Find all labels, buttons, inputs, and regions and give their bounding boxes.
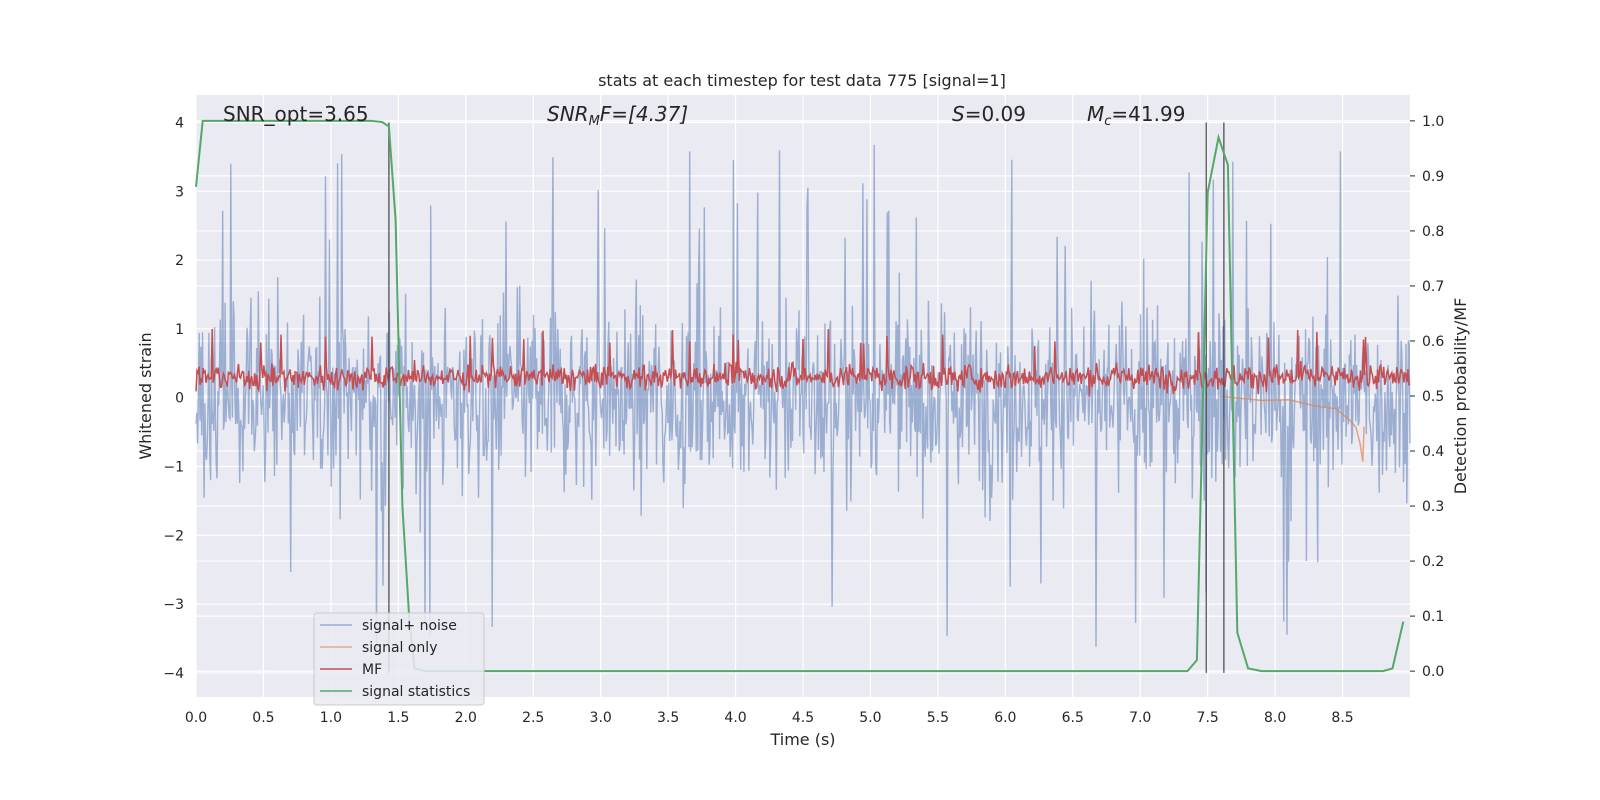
signal-only-line	[1221, 395, 1365, 462]
legend: signal+ noise signal only MF signal stat…	[313, 612, 485, 706]
legend-box	[313, 612, 485, 706]
x-tick-label: 7.5	[1197, 710, 1219, 726]
x-tick-label: 0.5	[252, 710, 274, 726]
x-tick-label: 5.5	[927, 710, 949, 726]
y2-tick-label: 0.3	[1422, 499, 1444, 515]
y2-tick-label: 0.4	[1422, 444, 1444, 460]
y-axis-label: Whitened strain	[136, 332, 155, 459]
x-axis-label: Time (s)	[769, 730, 835, 749]
x-tick-label: 0.0	[185, 710, 207, 726]
x-tick-label: 3.0	[590, 710, 612, 726]
x-tick-label: 2.0	[455, 710, 477, 726]
y-tick-label: −3	[163, 597, 184, 613]
y2-tick-label: 0.7	[1422, 279, 1444, 295]
y-tick-label: −4	[163, 666, 184, 682]
x-tick-label: 7.0	[1129, 710, 1151, 726]
mf-line	[195, 328, 1411, 397]
y2-tick-label: 1.0	[1422, 114, 1444, 130]
x-tick-label: 1.0	[320, 710, 342, 726]
legend-label-signal-only: signal only	[362, 640, 437, 656]
signal-statistics-series	[195, 119, 1405, 673]
snr-mf-annotation: SNRMF=[4.37]	[547, 102, 688, 129]
signal-statistics-line	[195, 119, 1405, 673]
signal-noise-series	[195, 144, 1411, 650]
x-tick-label: 8.5	[1331, 710, 1353, 726]
x-tick-labels: 0.0 0.5 1.0 1.5 2.0 2.5 3.0 3.5 4.0 4.5 5.0 5.5 6.0 6…	[185, 710, 1354, 726]
x-tick-label: 6.0	[994, 710, 1016, 726]
y2-tick-label: 0.8	[1422, 224, 1444, 240]
x-tick-label: 3.5	[657, 710, 679, 726]
x-tick-label: 1.5	[387, 710, 409, 726]
legend-label-signal-statistics: signal statistics	[362, 684, 470, 700]
snr-opt-annotation: SNR_opt=3.65	[223, 102, 369, 126]
mc-annotation: Mc=41.99	[1087, 102, 1185, 129]
legend-label-signal-noise: signal+ noise	[362, 618, 457, 634]
y-tick-label: 1	[175, 322, 184, 338]
y2-axis-label: Detection probability/MF	[1451, 298, 1470, 495]
y-tick-label: 2	[175, 253, 184, 269]
y-tick-label: −2	[163, 528, 184, 544]
y2-tick-label: 0.2	[1422, 554, 1444, 570]
x-tick-label: 4.5	[792, 710, 814, 726]
x-tick-label: 8.0	[1264, 710, 1286, 726]
mf-series	[195, 328, 1411, 397]
y2-tick-labels: 1.0 0.9 0.8 0.7 0.6 0.5 0.4 0.3 0.2 0.1 0.0	[1410, 114, 1444, 680]
s-annotation: S=0.09	[952, 102, 1026, 126]
signal-only-series	[1221, 395, 1365, 462]
y-tick-label: 4	[175, 116, 184, 132]
y2-tick-label: 0.5	[1422, 389, 1444, 405]
y2-tick-label: 0.1	[1422, 609, 1444, 625]
y-tick-label: 3	[175, 184, 184, 200]
x-tick-label: 4.0	[724, 710, 746, 726]
signal-noise-line	[195, 144, 1411, 650]
x-tick-label: 6.5	[1062, 710, 1084, 726]
y2-tick-label: 0.9	[1422, 169, 1444, 185]
x-tick-label: 5.0	[859, 710, 881, 726]
y-tick-label: 0	[175, 391, 184, 407]
x-tick-label: 2.5	[522, 710, 544, 726]
y2-tick-label: 0.0	[1422, 664, 1444, 680]
y2-tick-label: 0.6	[1422, 334, 1444, 350]
chart-title: stats at each timestep for test data 775…	[598, 71, 1006, 90]
y-tick-labels: 4 3 2 1 0 −1 −2 −3 −4	[163, 116, 184, 682]
legend-label-mf: MF	[362, 662, 382, 678]
y-tick-label: −1	[163, 460, 184, 476]
